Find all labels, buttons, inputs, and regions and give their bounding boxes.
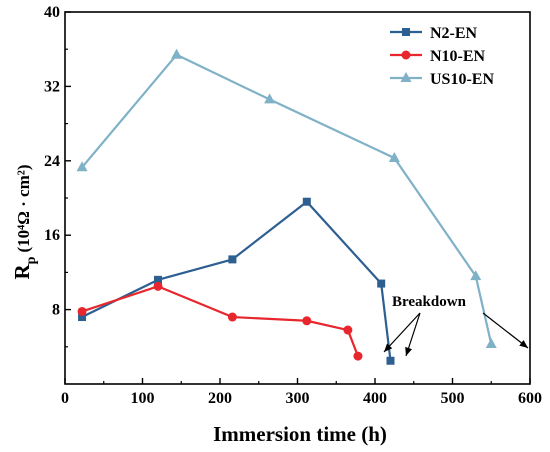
breakdown-arrow-n2 [405, 312, 421, 357]
x-tick-label: 500 [441, 390, 465, 407]
legend-marker-us10-en [400, 72, 412, 82]
data-point-n10-en [227, 312, 237, 322]
legend: N2-EN N10-EN US10-EN [390, 25, 494, 88]
y-axis-title-subscript: p [24, 256, 39, 264]
series-line-n2-en [81, 200, 392, 361]
data-point-us10-en [485, 338, 497, 349]
y-tick-label: 40 [44, 4, 60, 21]
data-point-n2-en [228, 255, 237, 264]
y-tick-label: 24 [44, 153, 60, 170]
tick-marks [64, 11, 531, 384]
legend-label-us10-en: US10-EN [430, 71, 494, 88]
x-tick-label: 600 [518, 390, 542, 407]
y-axis-title-main: R [10, 263, 34, 279]
data-point-n10-en [302, 316, 312, 326]
legend-marker-n10-en [401, 50, 411, 60]
data-point-us10-en [264, 93, 276, 104]
x-tick-label: 200 [208, 390, 232, 407]
y-axis-title-units: (10⁴Ω · cm²) [14, 165, 33, 253]
x-tick-label: 0 [61, 390, 69, 407]
data-point-us10-en [171, 48, 183, 59]
legend-label-n2-en: N2-EN [430, 25, 478, 42]
data-point-n10-en [353, 351, 363, 361]
y-tick-label: 32 [44, 78, 60, 95]
data-point-us10-en [388, 152, 400, 163]
x-axis-title: Immersion time (h) [213, 422, 387, 446]
data-point-us10-en [470, 270, 482, 281]
x-tick-label: 300 [286, 390, 310, 407]
legend-marker-n2-en [402, 28, 410, 36]
breakdown-arrow-us10 [482, 312, 529, 349]
y-tick-label: 8 [52, 302, 60, 319]
y-tick-label: 16 [44, 227, 60, 244]
plot-frame [64, 11, 531, 385]
data-point-n10-en [153, 281, 163, 291]
data-point-n2-en [78, 313, 87, 322]
data-point-n10-en [77, 306, 87, 316]
x-tick-label: 400 [363, 390, 387, 407]
x-tick-label: 100 [131, 390, 155, 407]
data-point-us10-en [76, 161, 88, 172]
series-markers [76, 48, 497, 365]
data-point-n2-en [386, 356, 395, 365]
data-point-n2-en [154, 275, 162, 284]
legend-label-n10-en: N10-EN [430, 48, 486, 65]
svg-text:Rp(10⁴Ω · cm²): Rp (10⁴Ω · cm²) [10, 165, 39, 280]
annotations: Breakdown [383, 294, 529, 357]
axes [64, 11, 531, 385]
breakdown-arrow-n10 [383, 312, 421, 353]
series-line-n10-en [81, 285, 359, 357]
y-axis-title: Rp (10⁴Ω · cm²) [10, 165, 39, 280]
tick-labels: 0 100 200 300 400 500 600 8 16 24 32 40 [44, 4, 542, 407]
breakdown-annotation: Breakdown [392, 294, 467, 310]
data-point-n2-en [302, 197, 311, 206]
series-lines [81, 53, 493, 361]
data-point-n2-en [377, 279, 386, 288]
data-point-n10-en [343, 325, 353, 335]
series-line-us10-en [81, 53, 493, 345]
